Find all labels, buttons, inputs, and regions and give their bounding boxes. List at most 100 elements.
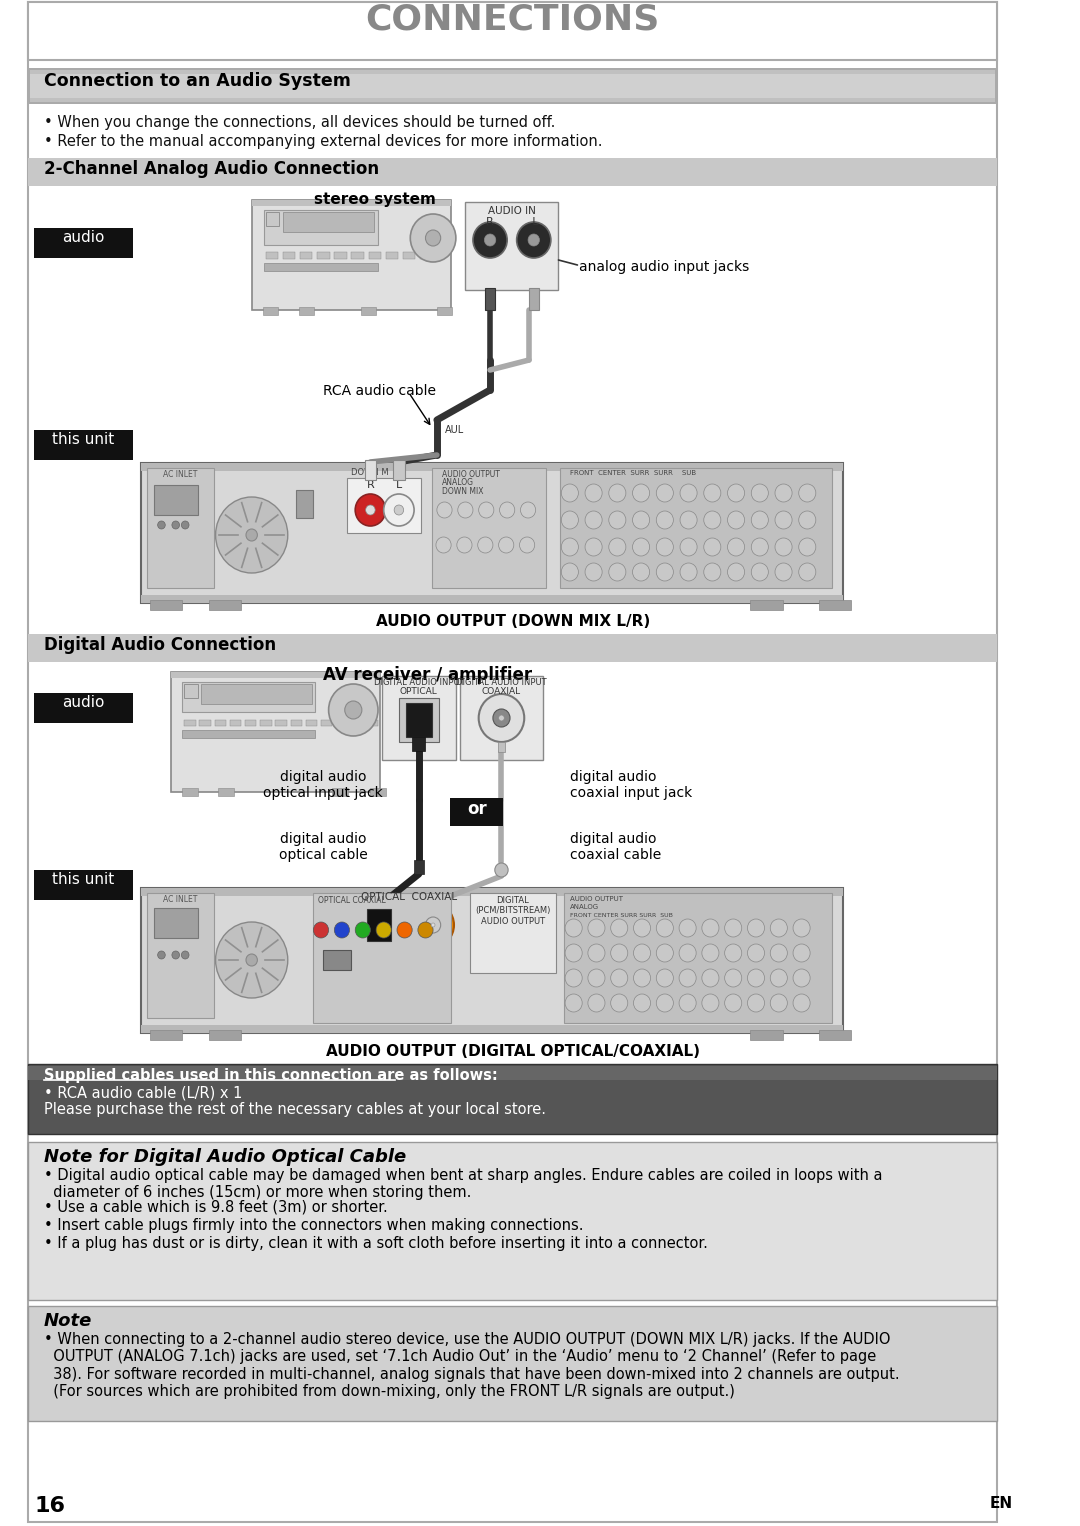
Circle shape <box>181 520 189 530</box>
Circle shape <box>345 700 362 719</box>
Bar <box>420 252 432 259</box>
Bar <box>561 468 832 588</box>
Circle shape <box>702 919 719 937</box>
Circle shape <box>775 484 792 502</box>
Bar <box>382 676 456 760</box>
Text: CONNECTIONS: CONNECTIONS <box>366 2 660 37</box>
Bar <box>147 893 214 1018</box>
Text: AUDIO IN: AUDIO IN <box>488 206 536 217</box>
Bar <box>28 1064 997 1134</box>
Bar <box>275 720 287 726</box>
Bar <box>414 861 423 874</box>
Text: Note: Note <box>43 1312 92 1331</box>
Bar <box>264 307 279 314</box>
Circle shape <box>634 969 650 987</box>
Text: DIGITAL AUDIO INPUT: DIGITAL AUDIO INPUT <box>456 678 546 687</box>
Text: Note for Digital Audio Optical Cable: Note for Digital Audio Optical Cable <box>43 1148 406 1166</box>
Circle shape <box>585 563 603 581</box>
Bar <box>147 468 214 588</box>
Circle shape <box>702 993 719 1012</box>
Circle shape <box>680 563 697 581</box>
Text: AUDIO OUTPUT (DIGITAL OPTICAL/COAXIAL): AUDIO OUTPUT (DIGITAL OPTICAL/COAXIAL) <box>326 1044 700 1059</box>
Bar <box>819 1030 851 1041</box>
Bar <box>140 888 843 896</box>
Circle shape <box>775 539 792 555</box>
Circle shape <box>565 919 582 937</box>
Circle shape <box>702 969 719 987</box>
Circle shape <box>634 993 650 1012</box>
Circle shape <box>657 969 673 987</box>
Circle shape <box>704 539 720 555</box>
Bar <box>437 307 453 314</box>
Circle shape <box>478 502 494 517</box>
Bar <box>529 288 539 310</box>
Circle shape <box>609 539 626 555</box>
Circle shape <box>172 951 179 958</box>
Circle shape <box>492 710 510 726</box>
Circle shape <box>436 537 451 552</box>
Text: digital audio
optical input jack: digital audio optical input jack <box>264 771 382 800</box>
Circle shape <box>565 993 582 1012</box>
Bar <box>35 693 133 723</box>
Circle shape <box>562 511 579 530</box>
Circle shape <box>679 969 697 987</box>
Bar <box>35 430 133 459</box>
Circle shape <box>680 511 697 530</box>
Circle shape <box>588 945 605 961</box>
Bar <box>399 697 438 742</box>
Circle shape <box>725 945 742 961</box>
Bar <box>347 478 421 533</box>
Circle shape <box>752 511 768 530</box>
Circle shape <box>376 922 391 938</box>
Bar <box>313 893 451 1022</box>
Text: or: or <box>467 800 487 818</box>
Circle shape <box>366 505 375 514</box>
Text: DIGITAL
(PCM/BITSTREAM)
AUDIO OUTPUT: DIGITAL (PCM/BITSTREAM) AUDIO OUTPUT <box>475 896 551 926</box>
Bar <box>185 720 195 726</box>
Bar <box>150 1030 183 1041</box>
Circle shape <box>680 539 697 555</box>
Circle shape <box>728 539 744 555</box>
Text: 16: 16 <box>35 1495 65 1515</box>
Text: R: R <box>366 481 375 490</box>
Circle shape <box>457 537 472 552</box>
Bar <box>140 1025 843 1033</box>
Circle shape <box>728 563 744 581</box>
Text: audio: audio <box>63 694 105 710</box>
Text: stereo system: stereo system <box>314 192 436 208</box>
Circle shape <box>609 563 626 581</box>
Bar <box>291 720 302 726</box>
Text: AC INLET: AC INLET <box>163 470 198 479</box>
Circle shape <box>562 563 579 581</box>
Text: • Use a cable which is 9.8 feet (3m) or shorter.: • Use a cable which is 9.8 feet (3m) or … <box>43 1199 388 1215</box>
Circle shape <box>657 484 673 502</box>
Bar <box>368 252 381 259</box>
Circle shape <box>610 969 627 987</box>
Circle shape <box>172 520 179 530</box>
Circle shape <box>519 537 535 552</box>
Bar <box>366 909 391 942</box>
Circle shape <box>585 484 603 502</box>
Circle shape <box>704 484 720 502</box>
Circle shape <box>437 502 453 517</box>
Circle shape <box>610 993 627 1012</box>
Circle shape <box>426 230 441 246</box>
Text: • When you change the connections, all devices should be turned off.: • When you change the connections, all d… <box>43 114 555 130</box>
Bar <box>28 1067 997 1080</box>
Circle shape <box>588 993 605 1012</box>
Circle shape <box>679 919 697 937</box>
Circle shape <box>657 511 673 530</box>
Bar <box>28 69 997 104</box>
Circle shape <box>418 922 433 938</box>
Circle shape <box>770 919 787 937</box>
Bar <box>819 600 851 610</box>
Circle shape <box>793 969 810 987</box>
Bar <box>564 893 832 1022</box>
Text: Supplied cables used in this connection are as follows:: Supplied cables used in this connection … <box>43 1068 498 1083</box>
Bar <box>751 600 783 610</box>
Text: FRONT CENTER SURR SURR  SUB: FRONT CENTER SURR SURR SUB <box>570 913 673 919</box>
Circle shape <box>747 969 765 987</box>
Circle shape <box>799 563 815 581</box>
Bar <box>386 252 397 259</box>
Text: Connection to an Audio System: Connection to an Audio System <box>43 72 351 90</box>
